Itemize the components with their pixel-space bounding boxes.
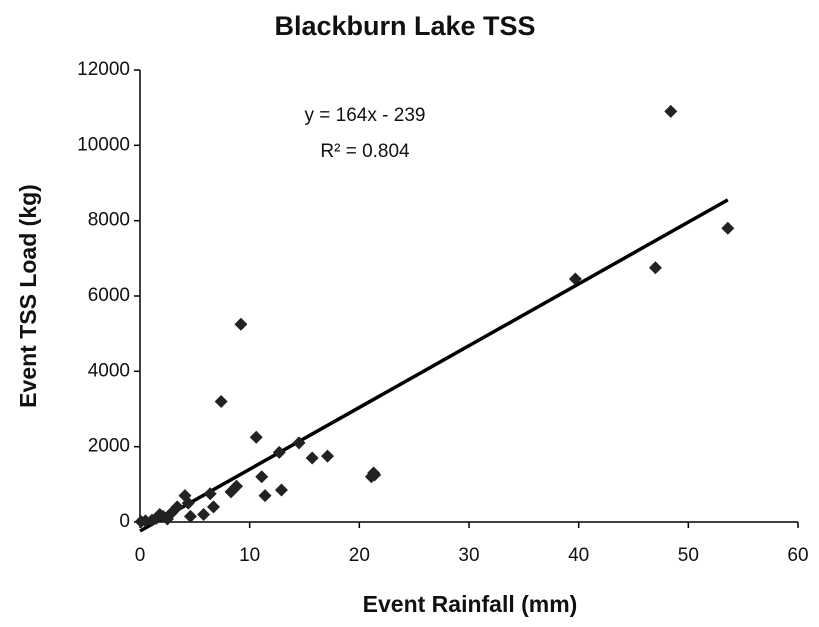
point: [364, 470, 378, 484]
y-tick-label: 4000: [88, 360, 130, 381]
point: [648, 261, 662, 275]
point: [255, 470, 269, 484]
chart-title: Blackburn Lake TSS: [274, 11, 535, 41]
point: [224, 485, 238, 499]
point: [170, 500, 184, 514]
point: [181, 496, 195, 510]
x-tick-label: 0: [135, 545, 146, 566]
point: [721, 221, 735, 235]
y-tick-label: 2000: [88, 436, 130, 457]
point: [664, 104, 678, 118]
point: [249, 430, 263, 444]
trend-line: [139, 198, 729, 533]
point: [274, 483, 288, 497]
point: [183, 509, 197, 523]
x-tick-label: 60: [787, 545, 808, 566]
y-tick-label: 12000: [77, 59, 130, 80]
point: [305, 451, 319, 465]
trend-equation: y = 164x - 239: [305, 105, 426, 126]
point: [160, 512, 174, 526]
point: [258, 489, 272, 503]
point: [234, 317, 248, 331]
point: [321, 449, 335, 463]
point: [214, 394, 228, 408]
point: [134, 515, 148, 529]
x-tick-label: 30: [458, 545, 479, 566]
y-tick-label: 0: [119, 511, 130, 532]
point: [206, 500, 220, 514]
x-tick-label: 20: [349, 545, 370, 566]
y-tick-label: 8000: [88, 210, 130, 231]
x-axis-label: Event Rainfall (mm): [363, 591, 578, 617]
point: [203, 487, 217, 501]
x-tick-label: 10: [239, 545, 260, 566]
y-tick-label: 6000: [88, 285, 130, 306]
x-tick-label: 40: [568, 545, 589, 566]
y-axis-label: Event TSS Load (kg): [15, 184, 41, 408]
r-squared: R² = 0.804: [320, 141, 410, 162]
point: [272, 445, 286, 459]
y-tick-label: 10000: [77, 134, 130, 155]
point: [292, 436, 306, 450]
point: [197, 507, 211, 521]
point: [568, 272, 582, 286]
x-tick-label: 50: [678, 545, 699, 566]
